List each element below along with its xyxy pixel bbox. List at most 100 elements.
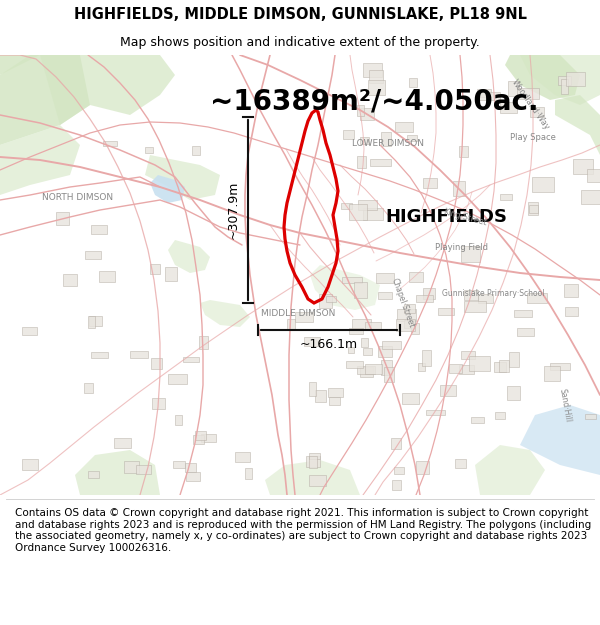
- Bar: [22, 459, 38, 470]
- Bar: [99, 271, 115, 282]
- Bar: [201, 434, 215, 442]
- Bar: [426, 410, 445, 415]
- Bar: [392, 480, 401, 490]
- Bar: [395, 319, 415, 331]
- Bar: [469, 356, 490, 371]
- Text: HIGHFIELDS: HIGHFIELDS: [385, 208, 507, 226]
- Bar: [304, 338, 320, 346]
- Bar: [532, 177, 554, 192]
- Bar: [151, 358, 161, 369]
- Bar: [557, 76, 571, 85]
- Bar: [464, 301, 485, 312]
- Bar: [461, 351, 475, 359]
- Bar: [88, 316, 95, 328]
- Bar: [342, 277, 362, 283]
- Bar: [310, 382, 316, 396]
- Bar: [91, 225, 107, 234]
- Bar: [136, 465, 151, 474]
- Bar: [440, 385, 456, 396]
- Bar: [494, 362, 506, 371]
- Bar: [460, 146, 468, 157]
- Bar: [404, 304, 415, 312]
- Bar: [85, 383, 93, 393]
- Bar: [464, 289, 478, 301]
- Bar: [459, 364, 474, 374]
- Polygon shape: [310, 265, 380, 310]
- Bar: [422, 351, 431, 366]
- Bar: [22, 327, 37, 334]
- Bar: [544, 366, 560, 381]
- Bar: [329, 398, 340, 405]
- Bar: [352, 319, 371, 331]
- Text: LOWER DIMSON: LOWER DIMSON: [352, 139, 424, 148]
- Bar: [245, 468, 253, 479]
- Bar: [187, 472, 200, 481]
- Polygon shape: [265, 460, 360, 495]
- Bar: [403, 393, 419, 404]
- Bar: [358, 199, 377, 210]
- Bar: [173, 461, 185, 468]
- Bar: [185, 463, 196, 472]
- Bar: [152, 398, 165, 409]
- Text: Woodland·Way: Woodland·Way: [510, 78, 551, 132]
- Bar: [192, 146, 200, 156]
- Bar: [471, 417, 484, 423]
- Bar: [103, 141, 117, 146]
- Bar: [369, 70, 383, 83]
- Polygon shape: [150, 175, 185, 203]
- Text: ~166.1m: ~166.1m: [300, 338, 358, 351]
- Polygon shape: [555, 95, 600, 155]
- Bar: [478, 294, 493, 303]
- Polygon shape: [0, 55, 90, 145]
- Bar: [407, 135, 416, 141]
- Bar: [377, 346, 392, 356]
- Bar: [349, 328, 363, 334]
- Bar: [85, 251, 101, 259]
- Bar: [346, 361, 363, 368]
- Bar: [363, 208, 383, 219]
- Bar: [404, 320, 415, 328]
- Bar: [376, 273, 394, 283]
- Bar: [124, 461, 139, 474]
- Bar: [409, 272, 424, 282]
- Polygon shape: [475, 445, 545, 495]
- Bar: [565, 284, 578, 297]
- Bar: [455, 459, 466, 468]
- Bar: [453, 181, 465, 196]
- Bar: [145, 147, 154, 153]
- Bar: [581, 190, 600, 204]
- Bar: [418, 363, 425, 371]
- Bar: [527, 202, 538, 215]
- Bar: [359, 138, 369, 144]
- Bar: [566, 72, 586, 86]
- Bar: [409, 78, 417, 88]
- Bar: [326, 296, 336, 302]
- Bar: [365, 364, 382, 374]
- Bar: [88, 471, 99, 478]
- Text: Play Space: Play Space: [510, 132, 556, 141]
- Text: NORTH DIMSON: NORTH DIMSON: [43, 192, 113, 201]
- Polygon shape: [145, 155, 220, 200]
- Bar: [382, 341, 401, 349]
- Bar: [91, 352, 109, 358]
- Bar: [394, 468, 404, 474]
- Bar: [517, 328, 534, 336]
- Text: ~16389m²/~4.050ac.: ~16389m²/~4.050ac.: [210, 87, 539, 115]
- Bar: [561, 79, 568, 94]
- Bar: [424, 178, 437, 188]
- Bar: [184, 357, 199, 362]
- Bar: [500, 102, 517, 113]
- Bar: [509, 352, 519, 367]
- Bar: [391, 438, 401, 449]
- Bar: [500, 194, 512, 200]
- Bar: [550, 363, 569, 370]
- Bar: [309, 456, 317, 468]
- Bar: [529, 204, 538, 213]
- Bar: [479, 92, 500, 99]
- Bar: [306, 456, 320, 467]
- Bar: [397, 309, 416, 321]
- Bar: [348, 347, 354, 353]
- Text: Sand·Hill: Sand·Hill: [558, 388, 573, 422]
- Polygon shape: [505, 55, 580, 100]
- Bar: [365, 322, 382, 329]
